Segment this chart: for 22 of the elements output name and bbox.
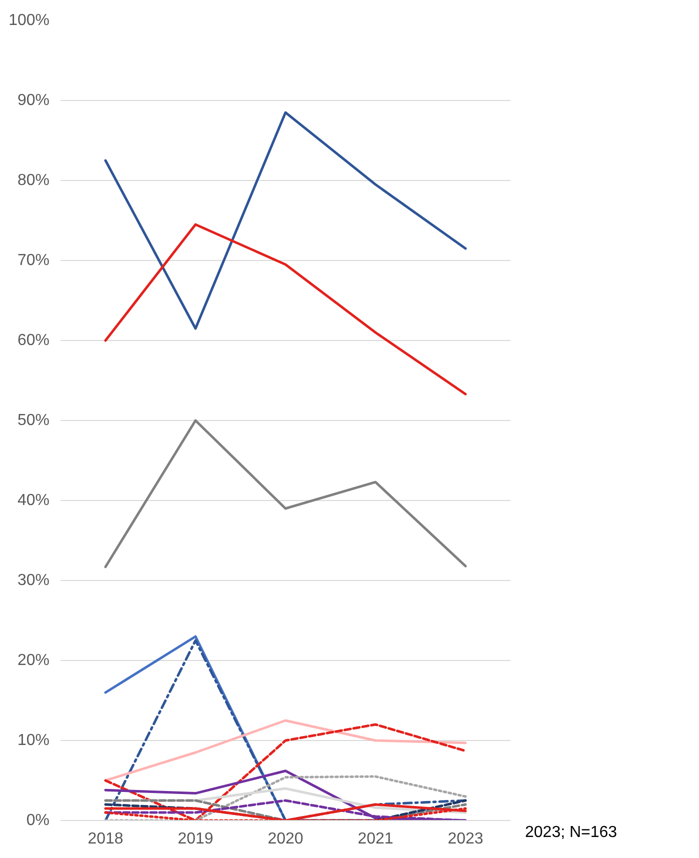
y-tick-label: 60%	[17, 332, 50, 349]
x-tick-label: 2018	[88, 830, 124, 848]
y-tick-label: 80%	[17, 172, 50, 189]
x-tick-label: 2023	[448, 830, 484, 848]
y-tick-label: 0%	[26, 812, 50, 829]
y-tick-label: 50%	[17, 412, 50, 429]
line-series	[104, 419, 467, 568]
line-series	[104, 723, 467, 820]
x-tick-label: 2021	[358, 830, 394, 848]
text: 2023; N=163	[525, 823, 618, 843]
y-tick-label: 30%	[17, 572, 50, 589]
y-tick-label: 100%	[8, 12, 50, 29]
y-tick-label: 20%	[17, 652, 50, 669]
y-tick-label: 10%	[17, 732, 50, 749]
y-tick-label: 90%	[17, 92, 50, 109]
line-series	[104, 719, 467, 782]
line-series	[104, 223, 467, 396]
x-tick-label: 2020	[268, 830, 304, 848]
y-tick-label: 70%	[17, 252, 50, 269]
x-tick-label: 2019	[178, 830, 214, 848]
y-tick-label: 40%	[17, 492, 50, 509]
line-series	[104, 111, 467, 330]
